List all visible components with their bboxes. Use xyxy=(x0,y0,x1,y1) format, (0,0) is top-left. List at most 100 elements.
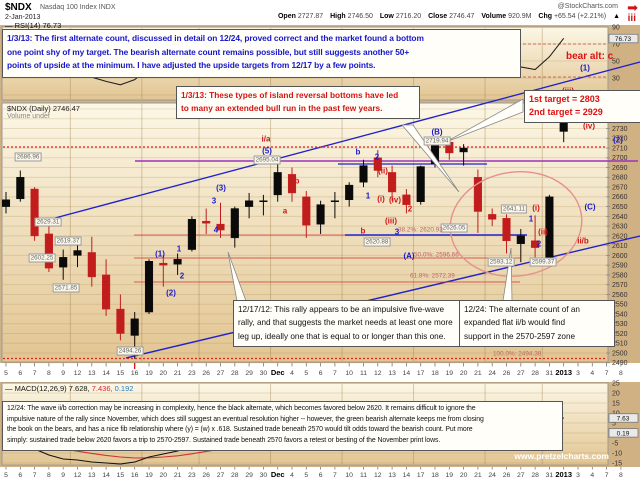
svg-text:24: 24 xyxy=(488,370,496,377)
svg-text:8: 8 xyxy=(47,370,51,377)
svg-text:31: 31 xyxy=(546,370,554,377)
svg-text:5: 5 xyxy=(612,420,616,427)
svg-text:8: 8 xyxy=(619,370,623,377)
svg-text:31: 31 xyxy=(546,472,554,479)
svg-text:25: 25 xyxy=(612,380,620,387)
low-label: Low xyxy=(379,13,394,20)
svg-text:7.63: 7.63 xyxy=(617,415,630,422)
annotation-line: 1/3/13: These types of island reversal b… xyxy=(181,90,399,100)
svg-text:28: 28 xyxy=(531,370,539,377)
svg-text:15: 15 xyxy=(612,400,620,407)
svg-text:23: 23 xyxy=(188,370,196,377)
second-target: 2nd target = 2929 xyxy=(529,107,603,117)
svg-text:2640: 2640 xyxy=(612,214,628,221)
macd-indicator-label: — MACD(12,26,9) 7.628, 7.436, 0.192 xyxy=(5,384,133,393)
svg-text:2720: 2720 xyxy=(612,136,628,143)
svg-text:Dec: Dec xyxy=(271,470,285,479)
svg-text:2580: 2580 xyxy=(612,272,628,279)
svg-text:15: 15 xyxy=(117,370,125,377)
svg-text:7: 7 xyxy=(33,370,37,377)
annotation-line: simply: sustained trade below 2620 favor… xyxy=(7,436,441,444)
svg-text:2730: 2730 xyxy=(612,126,628,133)
svg-text:24: 24 xyxy=(488,472,496,479)
change-label: Chg xyxy=(538,13,552,20)
annotation-line: 12/24: The wave ii/b correction may be i… xyxy=(7,405,476,412)
svg-text:70: 70 xyxy=(612,41,620,48)
svg-text:2510: 2510 xyxy=(612,341,628,348)
volume-label: Volume xyxy=(481,13,507,20)
svg-text:23: 23 xyxy=(188,472,196,479)
svg-text:29: 29 xyxy=(245,472,253,479)
svg-text:2630: 2630 xyxy=(612,224,628,231)
svg-text:14: 14 xyxy=(403,370,411,377)
annotation-1224-note: 12/24: The alternate count of an expande… xyxy=(459,300,615,347)
svg-text:13: 13 xyxy=(388,472,396,479)
svg-text:0.19: 0.19 xyxy=(617,430,630,437)
svg-text:26: 26 xyxy=(503,472,511,479)
svg-text:19: 19 xyxy=(446,472,454,479)
annotation-line: the book on the bears, and has a nice fi… xyxy=(7,426,473,434)
svg-text:5: 5 xyxy=(4,370,8,377)
svg-text:11: 11 xyxy=(360,472,367,479)
svg-text:2710: 2710 xyxy=(612,145,628,152)
instrument-label: $NDX (Daily) 2746.47 xyxy=(7,104,80,113)
annotation-line: leg up, ideally one that is equal to or … xyxy=(238,331,446,341)
svg-text:2530: 2530 xyxy=(612,321,628,328)
svg-text:14: 14 xyxy=(102,370,110,377)
svg-text:50: 50 xyxy=(612,58,620,65)
volume-overlay-label: Volume undef xyxy=(7,113,50,120)
svg-text:2670: 2670 xyxy=(612,184,628,191)
svg-text:26: 26 xyxy=(202,472,210,479)
svg-text:12: 12 xyxy=(374,472,382,479)
svg-text:18: 18 xyxy=(431,472,439,479)
svg-text:20: 20 xyxy=(460,472,468,479)
svg-text:27: 27 xyxy=(217,370,225,377)
svg-text:13: 13 xyxy=(388,370,396,377)
svg-text:20: 20 xyxy=(160,472,168,479)
svg-text:27: 27 xyxy=(517,370,525,377)
svg-text:76.73: 76.73 xyxy=(615,36,632,43)
svg-text:6: 6 xyxy=(18,472,22,479)
svg-text:20: 20 xyxy=(612,390,620,397)
svg-text:6: 6 xyxy=(319,370,323,377)
svg-text:28: 28 xyxy=(231,370,239,377)
svg-text:30: 30 xyxy=(612,75,620,82)
low-value: 2716.20 xyxy=(395,13,422,20)
svg-text:-5: -5 xyxy=(612,440,618,447)
svg-text:4: 4 xyxy=(290,472,294,479)
high-label: High xyxy=(330,13,346,20)
annotation-line: 12/24: The alternate count of an xyxy=(464,305,580,314)
annotation-line: expanded flat ii/b would find xyxy=(464,318,566,328)
blog-nav-arrow-icon[interactable]: ➡ xyxy=(627,0,638,15)
annotation-island-reversal: 1/3/13: These types of island reversal b… xyxy=(176,86,420,119)
close-label: Close xyxy=(428,13,448,20)
svg-text:29: 29 xyxy=(245,370,253,377)
annotation-line: 1/3/13: The first alternate count, discu… xyxy=(7,33,424,43)
svg-text:21: 21 xyxy=(474,370,482,377)
svg-text:30: 30 xyxy=(260,472,268,479)
svg-text:2540: 2540 xyxy=(612,311,628,318)
svg-text:2013: 2013 xyxy=(555,470,572,479)
symbol-title: Nasdaq 100 Index INDX xyxy=(40,4,116,11)
svg-text:2690: 2690 xyxy=(612,165,628,172)
annotation-line: one point shy of my target. The bearish … xyxy=(7,46,410,57)
svg-text:20: 20 xyxy=(460,370,468,377)
pretzelcharts-watermark: www.pretzelcharts.com xyxy=(514,451,609,461)
svg-text:12: 12 xyxy=(374,370,382,377)
svg-text:4: 4 xyxy=(290,370,294,377)
svg-text:17: 17 xyxy=(417,370,425,377)
svg-text:11: 11 xyxy=(360,370,367,377)
svg-text:3: 3 xyxy=(576,472,580,479)
svg-text:6: 6 xyxy=(319,472,323,479)
svg-text:2650: 2650 xyxy=(612,204,628,211)
svg-text:19: 19 xyxy=(145,472,153,479)
chart-date: 2-Jan-2013 xyxy=(5,14,41,21)
svg-text:2660: 2660 xyxy=(612,194,628,201)
svg-text:2560: 2560 xyxy=(612,292,628,299)
svg-text:28: 28 xyxy=(531,472,539,479)
svg-text:3: 3 xyxy=(576,370,580,377)
rsi-indicator-label: — RSI(14) 76.73 xyxy=(5,21,62,30)
annotation-line: support in the 2570-2597 zone xyxy=(464,331,576,341)
svg-text:7: 7 xyxy=(605,370,609,377)
svg-text:27: 27 xyxy=(517,472,525,479)
